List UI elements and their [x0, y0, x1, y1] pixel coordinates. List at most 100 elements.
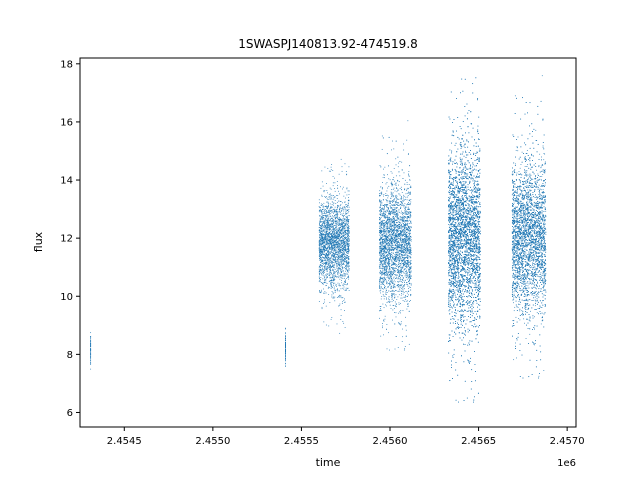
data-point [399, 262, 400, 264]
data-point [333, 239, 335, 241]
data-point [346, 244, 348, 246]
data-point [339, 236, 340, 238]
data-point [341, 210, 342, 212]
data-point [325, 249, 327, 251]
data-point [405, 226, 407, 228]
data-point [382, 278, 384, 279]
data-point [331, 291, 333, 292]
data-point [333, 258, 335, 260]
data-point [383, 225, 385, 227]
data-point [410, 270, 412, 272]
data-point [391, 192, 393, 194]
data-point [344, 241, 346, 243]
data-point [379, 236, 381, 238]
data-point [380, 252, 382, 254]
data-point [322, 237, 323, 239]
data-point [325, 232, 327, 234]
data-point [395, 303, 397, 305]
data-point [410, 257, 411, 259]
data-point [390, 239, 392, 240]
data-point [336, 259, 338, 261]
data-point [389, 262, 390, 264]
data-point [340, 232, 342, 234]
data-point [405, 220, 406, 221]
data-point [324, 236, 326, 238]
data-point [393, 239, 394, 240]
data-point [379, 250, 381, 252]
data-point [327, 235, 329, 237]
data-point [381, 274, 383, 276]
data-point [332, 297, 334, 299]
data-point [386, 219, 388, 221]
data-point [388, 244, 390, 246]
data-point [395, 187, 397, 189]
data-point [407, 250, 409, 252]
data-point [403, 247, 405, 249]
data-point [339, 245, 341, 247]
data-point [333, 195, 334, 196]
data-point [406, 199, 408, 201]
data-point [323, 220, 324, 222]
data-point [321, 227, 323, 229]
data-point [343, 227, 345, 229]
data-point [326, 248, 327, 249]
data-point [392, 274, 393, 276]
data-point [408, 202, 409, 203]
data-point [380, 271, 382, 272]
data-point [332, 253, 334, 255]
data-point [398, 193, 400, 195]
data-point [394, 348, 396, 350]
data-point [319, 238, 321, 239]
data-point [327, 226, 329, 228]
data-point [320, 251, 322, 253]
data-point [323, 246, 325, 248]
data-point [324, 219, 326, 220]
data-point [336, 201, 338, 203]
data-point [400, 321, 402, 323]
data-point [392, 277, 394, 279]
data-point [344, 250, 346, 252]
data-point [344, 207, 346, 209]
data-point [343, 225, 345, 227]
data-point [395, 239, 397, 240]
data-point [325, 196, 327, 197]
data-point [320, 207, 321, 208]
data-point [408, 261, 410, 263]
data-point [403, 225, 405, 226]
data-point [398, 225, 399, 227]
data-point [326, 263, 328, 265]
data-point [320, 270, 322, 271]
data-point [380, 243, 382, 244]
data-point [382, 234, 384, 236]
data-point [398, 224, 400, 225]
data-point [325, 238, 326, 239]
data-point [401, 286, 403, 288]
data-point [390, 256, 392, 258]
data-point [390, 219, 392, 220]
data-point [406, 257, 408, 258]
data-point [341, 242, 343, 244]
data-point [393, 229, 395, 231]
data-point [329, 240, 331, 242]
data-point [331, 220, 333, 222]
data-point [337, 240, 339, 242]
data-point [392, 319, 393, 321]
data-point [338, 238, 339, 240]
data-point [394, 263, 395, 265]
data-point [347, 248, 348, 250]
data-point [334, 238, 336, 239]
data-point [398, 205, 400, 206]
data-point [391, 273, 393, 275]
data-point [391, 228, 393, 229]
data-point [392, 257, 394, 259]
data-point [387, 247, 389, 249]
data-point [348, 245, 350, 247]
data-point [393, 176, 395, 178]
data-point [406, 263, 408, 265]
data-point [329, 225, 331, 227]
data-point [398, 233, 400, 234]
data-point [381, 282, 383, 283]
data-point [380, 252, 382, 253]
data-point [406, 308, 408, 310]
data-point [385, 252, 387, 253]
